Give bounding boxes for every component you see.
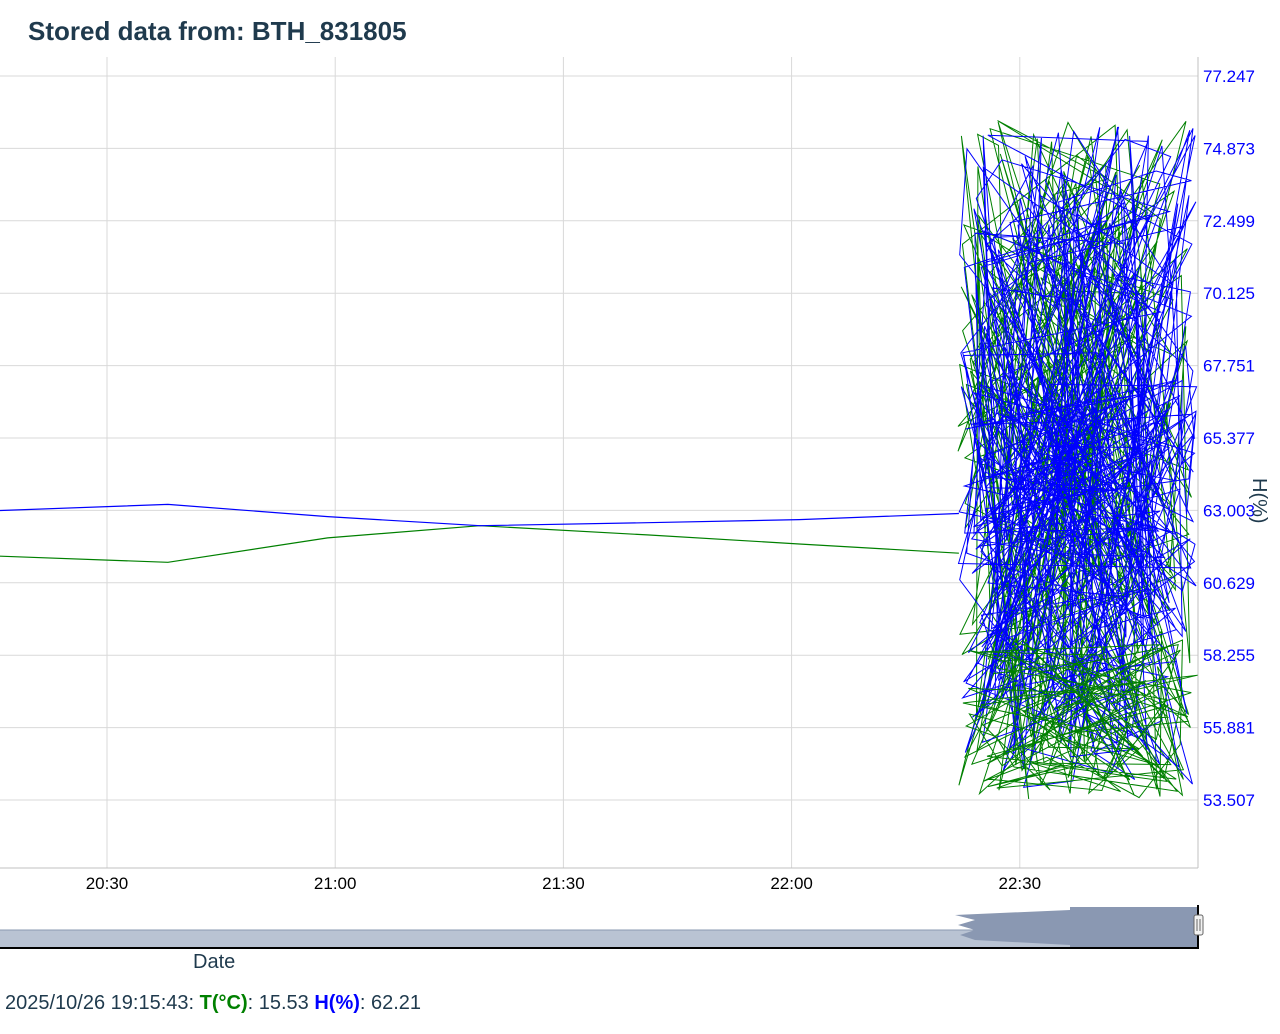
navigator-track [0,930,1198,948]
x-tick-label: 21:30 [542,874,585,893]
chart-title: Stored data from: BTH_831805 [28,16,407,46]
dense-zigzag-line [957,379,1198,599]
status-humidity-label: H(%) [314,992,360,1014]
y-tick-label: 65.377 [1203,429,1255,448]
grid [0,57,1199,869]
x-tick-label: 20:30 [86,874,129,893]
x-tick-label: 22:00 [770,874,813,893]
y-tick-label: 70.125 [1203,284,1255,303]
x-axis-title: Date [193,951,236,973]
navigator-handle[interactable] [1193,914,1204,936]
navigator[interactable] [0,905,1204,949]
y-tick-label: 60.629 [1203,574,1255,593]
dense-zigzag-line [958,126,1197,788]
y-axis-title: H(%) [1248,478,1270,524]
y-tick-label: 55.881 [1203,719,1255,738]
status-humidity-value: : 62.21 [359,992,422,1014]
status-readout: 2025/10/26 19:15:43: T(°C): 15.53 H(%): … [5,992,421,1015]
navigator-dense-area [955,907,1198,948]
series-line-temperature [0,525,959,563]
status-temperature-value: : 15.53 [247,992,309,1014]
status-timestamp: 2025/10/26 19:15:43: [5,992,195,1014]
chart-area[interactable]: 77.247 74.873 72.499 70.125 67.751 65.377 63.0… [0,0,1280,980]
x-axis-labels: 20:30 21:00 21:30 22:00 22:30 [86,874,1041,893]
dense-zigzag-line [962,639,1198,799]
y-tick-label: 77.247 [1203,67,1255,86]
series-line-humidity [0,503,959,527]
dense-data-region [957,120,1198,800]
y-tick-label: 72.499 [1203,212,1255,231]
x-tick-label: 22:30 [999,874,1042,893]
series-lines [0,503,959,563]
y-axis-labels: 77.247 74.873 72.499 70.125 67.751 65.377 63.0… [1203,67,1255,810]
y-tick-label: 63.003 [1203,501,1255,520]
x-tick-label: 21:00 [314,874,357,893]
y-tick-label: 53.507 [1203,791,1255,810]
y-tick-label: 67.751 [1203,357,1255,376]
y-tick-label: 58.255 [1203,646,1255,665]
status-temperature-label: T(°C) [199,992,248,1014]
y-tick-label: 74.873 [1203,139,1255,158]
